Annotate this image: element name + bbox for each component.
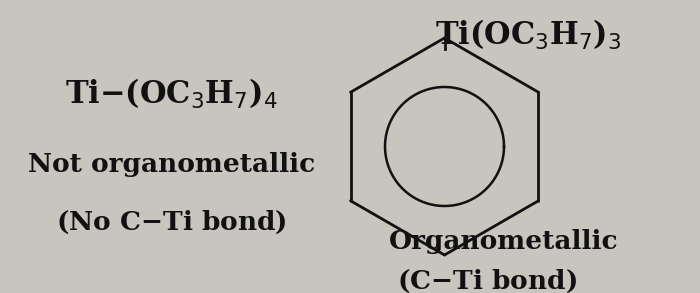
Text: (C$\mathbf{-}$Ti bond): (C$\mathbf{-}$Ti bond) bbox=[396, 268, 577, 293]
Text: Not organometallic: Not organometallic bbox=[28, 151, 315, 177]
Text: Organometallic: Organometallic bbox=[389, 229, 619, 254]
Text: (No C$\mathbf{-}$Ti bond): (No C$\mathbf{-}$Ti bond) bbox=[56, 209, 287, 236]
Text: Ti(OC$_3$H$_7$)$_3$: Ti(OC$_3$H$_7$)$_3$ bbox=[435, 18, 622, 52]
Text: Ti$\mathbf{-}$(OC$_3$H$_7$)$_4$: Ti$\mathbf{-}$(OC$_3$H$_7$)$_4$ bbox=[65, 77, 278, 111]
